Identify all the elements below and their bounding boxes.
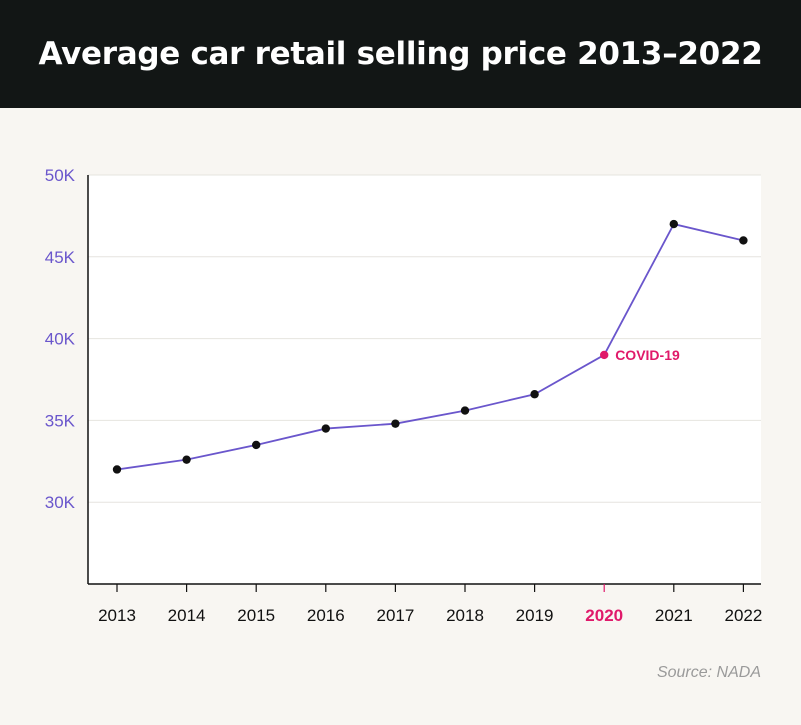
x-tick-label: 2016 — [307, 606, 345, 625]
x-tick-label: 2020 — [585, 606, 623, 625]
plot-area — [88, 175, 761, 584]
data-point — [252, 440, 261, 450]
x-tick-label: 2015 — [237, 606, 275, 625]
series-line — [116, 223, 744, 471]
data-point — [391, 419, 400, 428]
x-tick-label: 2017 — [376, 606, 414, 625]
data-point — [600, 350, 609, 360]
y-tick-label: 30K — [45, 493, 76, 512]
annotation-covid: COVID-19 — [615, 347, 680, 363]
y-tick-label: 35K — [45, 411, 76, 430]
data-point — [739, 236, 748, 245]
y-tick-label: 45K — [45, 248, 76, 267]
data-point — [530, 390, 539, 399]
data-point — [321, 424, 330, 433]
x-tick-label: 2022 — [724, 606, 762, 625]
chart-title: Average car retail selling price 2013–20… — [38, 36, 763, 72]
data-point — [460, 406, 470, 415]
source-note: Source: NADA — [656, 664, 761, 681]
data-point — [669, 219, 678, 229]
x-tick-label: 2013 — [98, 606, 136, 625]
data-point — [112, 465, 122, 474]
y-tick-label: 50K — [45, 166, 76, 185]
data-point — [182, 455, 191, 464]
x-tick-label: 2021 — [655, 606, 693, 625]
y-tick-label: 40K — [45, 330, 76, 349]
x-tick-label: 2019 — [516, 606, 554, 625]
title-bar: Average car retail selling price 2013–20… — [0, 0, 801, 108]
x-tick-label: 2018 — [446, 606, 484, 625]
x-tick-label: 2014 — [168, 606, 206, 625]
